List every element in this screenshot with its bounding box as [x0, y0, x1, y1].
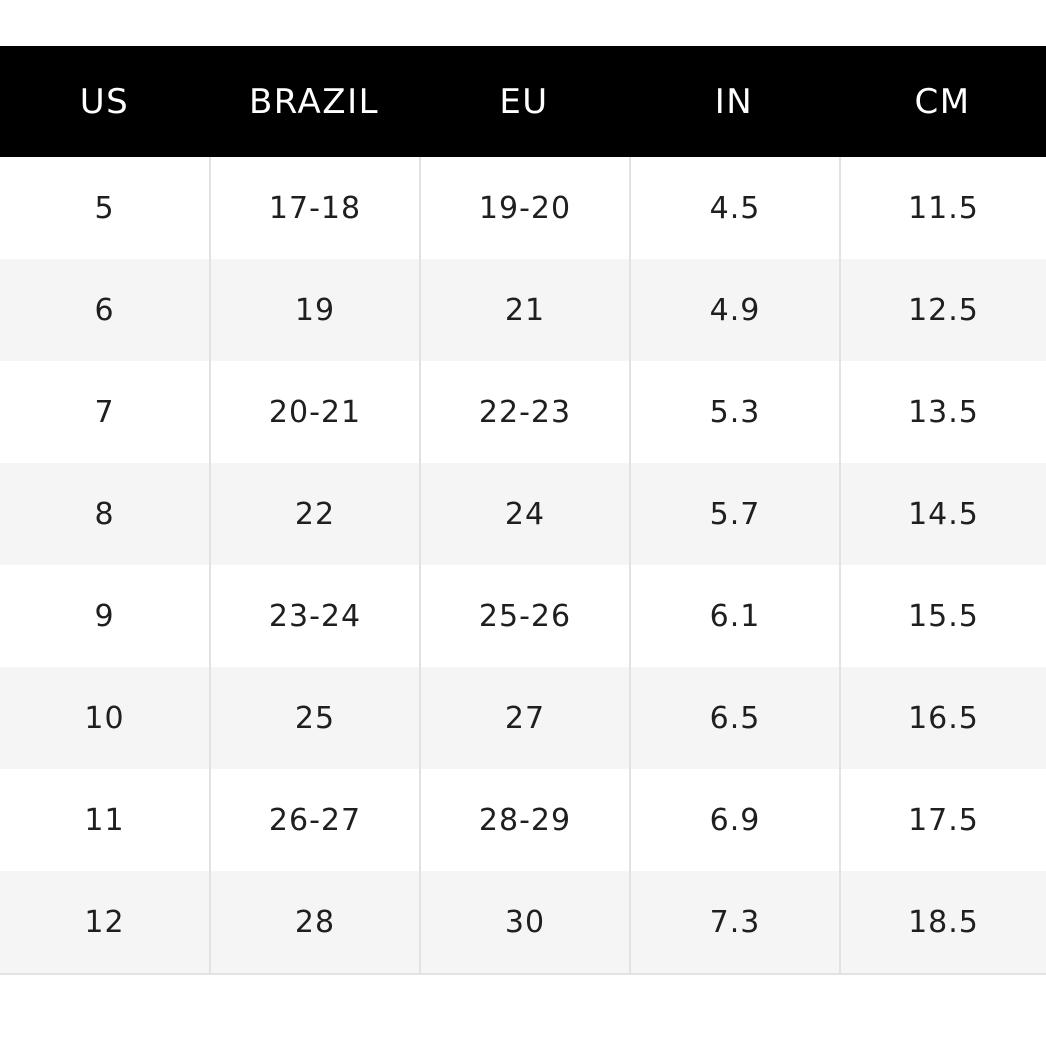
- cell-brazil: 20-21: [209, 361, 419, 463]
- table-row: 12 28 30 7.3 18.5: [0, 871, 1046, 973]
- cell-eu: 24: [419, 463, 629, 565]
- cell-in: 5.7: [629, 463, 839, 565]
- cell-in: 6.1: [629, 565, 839, 667]
- cell-brazil: 25: [209, 667, 419, 769]
- cell-brazil: 23-24: [209, 565, 419, 667]
- table-row: 8 22 24 5.7 14.5: [0, 463, 1046, 565]
- cell-eu: 19-20: [419, 157, 629, 259]
- table-row: 7 20-21 22-23 5.3 13.5: [0, 361, 1046, 463]
- cell-cm: 14.5: [839, 463, 1046, 565]
- cell-cm: 13.5: [839, 361, 1046, 463]
- cell-cm: 12.5: [839, 259, 1046, 361]
- header-us: US: [79, 81, 130, 122]
- cell-brazil: 19: [209, 259, 419, 361]
- table-row: 5 17-18 19-20 4.5 11.5: [0, 157, 1046, 259]
- cell-cm: 16.5: [839, 667, 1046, 769]
- cell-brazil: 22: [209, 463, 419, 565]
- cell-eu: 22-23: [419, 361, 629, 463]
- cell-brazil: 17-18: [209, 157, 419, 259]
- cell-in: 7.3: [629, 871, 839, 973]
- cell-cm: 15.5: [839, 565, 1046, 667]
- cell-eu: 28-29: [419, 769, 629, 871]
- header-in: IN: [714, 81, 754, 122]
- cell-us: 6: [94, 292, 115, 328]
- table-header: US BRAZIL EU IN CM: [0, 46, 1046, 157]
- cell-eu: 25-26: [419, 565, 629, 667]
- size-chart-table: US BRAZIL EU IN CM 5 17-18 19-20 4.5 11.…: [0, 46, 1046, 975]
- table-row: 6 19 21 4.9 12.5: [0, 259, 1046, 361]
- cell-us: 8: [94, 496, 115, 532]
- cell-in: 4.9: [629, 259, 839, 361]
- table-row: 11 26-27 28-29 6.9 17.5: [0, 769, 1046, 871]
- cell-in: 6.5: [629, 667, 839, 769]
- cell-us: 9: [94, 598, 115, 634]
- header-eu: EU: [499, 81, 549, 122]
- table-body: 5 17-18 19-20 4.5 11.5 6 19 21 4.9 12.5 …: [0, 157, 1046, 975]
- cell-brazil: 26-27: [209, 769, 419, 871]
- cell-us: 11: [84, 802, 125, 838]
- cell-in: 6.9: [629, 769, 839, 871]
- header-brazil: BRAZIL: [248, 81, 380, 122]
- cell-cm: 11.5: [839, 157, 1046, 259]
- header-cm: CM: [914, 81, 971, 122]
- cell-us: 10: [84, 700, 125, 736]
- cell-in: 5.3: [629, 361, 839, 463]
- cell-in: 4.5: [629, 157, 839, 259]
- cell-cm: 18.5: [839, 871, 1046, 973]
- table-row: 9 23-24 25-26 6.1 15.5: [0, 565, 1046, 667]
- cell-eu: 27: [419, 667, 629, 769]
- cell-brazil: 28: [209, 871, 419, 973]
- cell-eu: 30: [419, 871, 629, 973]
- table-row: 10 25 27 6.5 16.5: [0, 667, 1046, 769]
- cell-us: 5: [94, 190, 115, 226]
- cell-us: 7: [94, 394, 115, 430]
- cell-us: 12: [84, 904, 125, 940]
- cell-eu: 21: [419, 259, 629, 361]
- cell-cm: 17.5: [839, 769, 1046, 871]
